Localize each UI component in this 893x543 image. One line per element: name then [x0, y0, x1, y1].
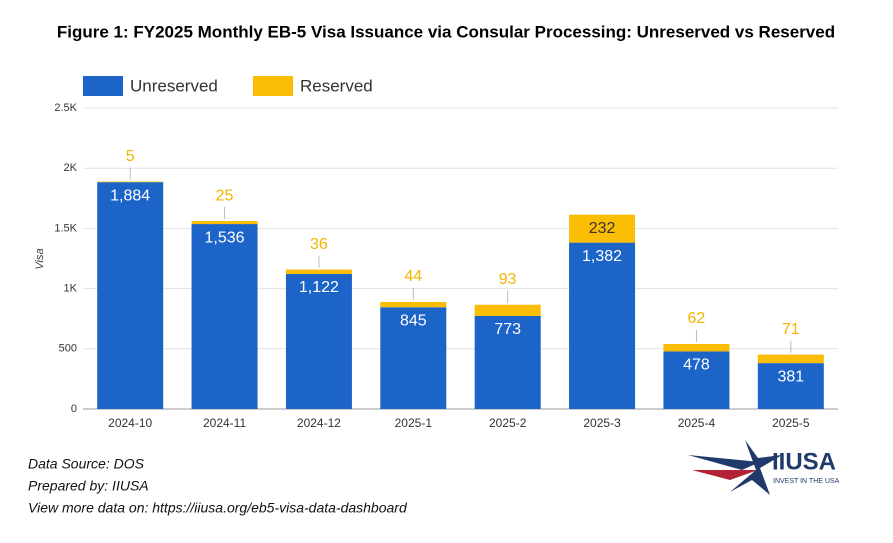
y-tick-label: 1K	[64, 283, 78, 295]
x-tick-label: 2025-4	[678, 416, 716, 430]
bar-segment	[191, 221, 258, 225]
value-label: 71	[782, 321, 800, 338]
legend-swatch	[83, 76, 123, 96]
legend-swatch	[253, 76, 293, 96]
value-label: 1,536	[205, 229, 245, 246]
y-axis-label: Visa	[34, 248, 46, 269]
logo-shape	[730, 440, 782, 495]
value-label: 478	[683, 357, 710, 374]
bar-segment	[474, 315, 541, 409]
value-label: 232	[589, 220, 616, 237]
value-label: 62	[688, 310, 706, 327]
legend-label: Reserved	[300, 76, 373, 95]
bar-segment	[191, 224, 258, 409]
value-label: 1,122	[299, 279, 339, 296]
y-tick-label: 500	[59, 343, 77, 355]
bar-segment	[474, 304, 541, 316]
logo-tagline: INVEST IN THE USA	[773, 478, 840, 485]
x-tick-label: 2025-5	[772, 416, 810, 430]
bar-segment	[757, 363, 824, 409]
x-tick-label: 2024-12	[297, 416, 341, 430]
logo-name: IIUSA	[772, 448, 836, 475]
value-label: 36	[310, 236, 328, 253]
x-tick-label: 2024-11	[203, 416, 246, 430]
logo: IIUSA INVEST IN THE USA	[688, 440, 840, 495]
x-tick-label: 2025-1	[395, 416, 433, 430]
value-label: 1,382	[582, 248, 622, 265]
value-label: 25	[216, 187, 234, 204]
value-label: 1,884	[110, 187, 150, 204]
value-label: 381	[777, 368, 804, 385]
chart-title: Figure 1: FY2025 Monthly EB-5 Visa Issua…	[57, 22, 835, 41]
bar-segment	[97, 182, 164, 409]
value-label: 845	[400, 312, 427, 329]
value-label: 93	[499, 271, 517, 288]
value-label: 44	[404, 268, 422, 285]
logo-shape	[688, 455, 760, 470]
bar-segment	[380, 307, 447, 409]
bar-segment	[757, 354, 824, 364]
footer-line: View more data on: https://iiusa.org/eb5…	[28, 500, 408, 516]
x-tick-label: 2025-3	[583, 416, 621, 430]
bar-segment	[97, 181, 164, 183]
bar-segment	[285, 273, 352, 409]
x-tick-label: 2025-2	[489, 416, 527, 430]
y-tick-label: 2K	[64, 162, 78, 174]
value-label: 5	[126, 148, 135, 165]
bar-segment	[380, 301, 447, 308]
y-tick-label: 1.5K	[54, 222, 77, 234]
value-label: 773	[494, 321, 521, 338]
logo-shape	[692, 470, 758, 480]
legend-label: Unreserved	[130, 76, 218, 95]
bar-segment	[663, 343, 730, 352]
footer-line: Data Source: DOS	[28, 456, 145, 472]
y-tick-label: 2.5K	[54, 102, 77, 114]
bar-segment	[663, 351, 730, 409]
bar-segment	[569, 242, 636, 409]
bar-segment	[285, 269, 352, 274]
x-tick-label: 2024-10	[108, 416, 152, 430]
bar-segment	[569, 214, 636, 243]
footer-line: Prepared by: IIUSA	[28, 478, 149, 494]
y-tick-label: 0	[71, 403, 77, 415]
